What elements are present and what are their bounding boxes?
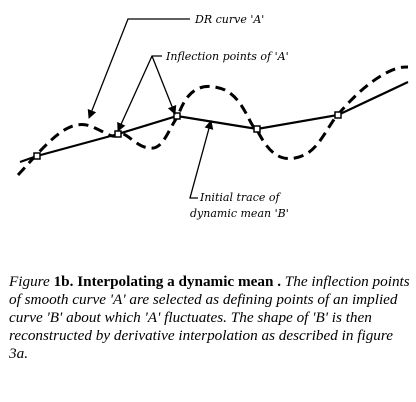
inflection-leader-2 (151, 55, 177, 115)
dr-curve-a (16, 65, 409, 177)
inflection-point-markers (33, 111, 342, 160)
caption-figure-title: . Interpolating a dynamic mean . (69, 273, 281, 290)
leader-lines (87, 18, 214, 199)
caption-figure-number: 1b (53, 273, 70, 290)
figure-caption: Figure 1b. Interpolating a dynamic mean … (9, 273, 411, 363)
inflection-leader (117, 55, 162, 132)
initial-trace-label-line1: Initial trace of (199, 191, 281, 204)
inflection-point (334, 111, 342, 119)
dr-curve-label: DR curve 'A' (194, 13, 264, 26)
caption-body: The inflection points of smooth curve 'A… (9, 273, 410, 362)
initial-trace-leader (189, 120, 214, 199)
inflection-point (114, 130, 122, 138)
inflection-point (173, 112, 181, 120)
inflection-points-label: Inflection points of 'A' (165, 50, 289, 63)
diagram-canvas: DR curve 'A' Inflection points of 'A' In… (16, 13, 409, 220)
inflection-point (253, 125, 261, 133)
inflection-point (33, 152, 41, 160)
initial-trace-label-line2: dynamic mean 'B' (190, 207, 289, 220)
dr-curve-leader (87, 18, 190, 119)
caption-figure-prefix: Figure (9, 273, 54, 290)
dynamic-mean-b (19, 81, 409, 164)
